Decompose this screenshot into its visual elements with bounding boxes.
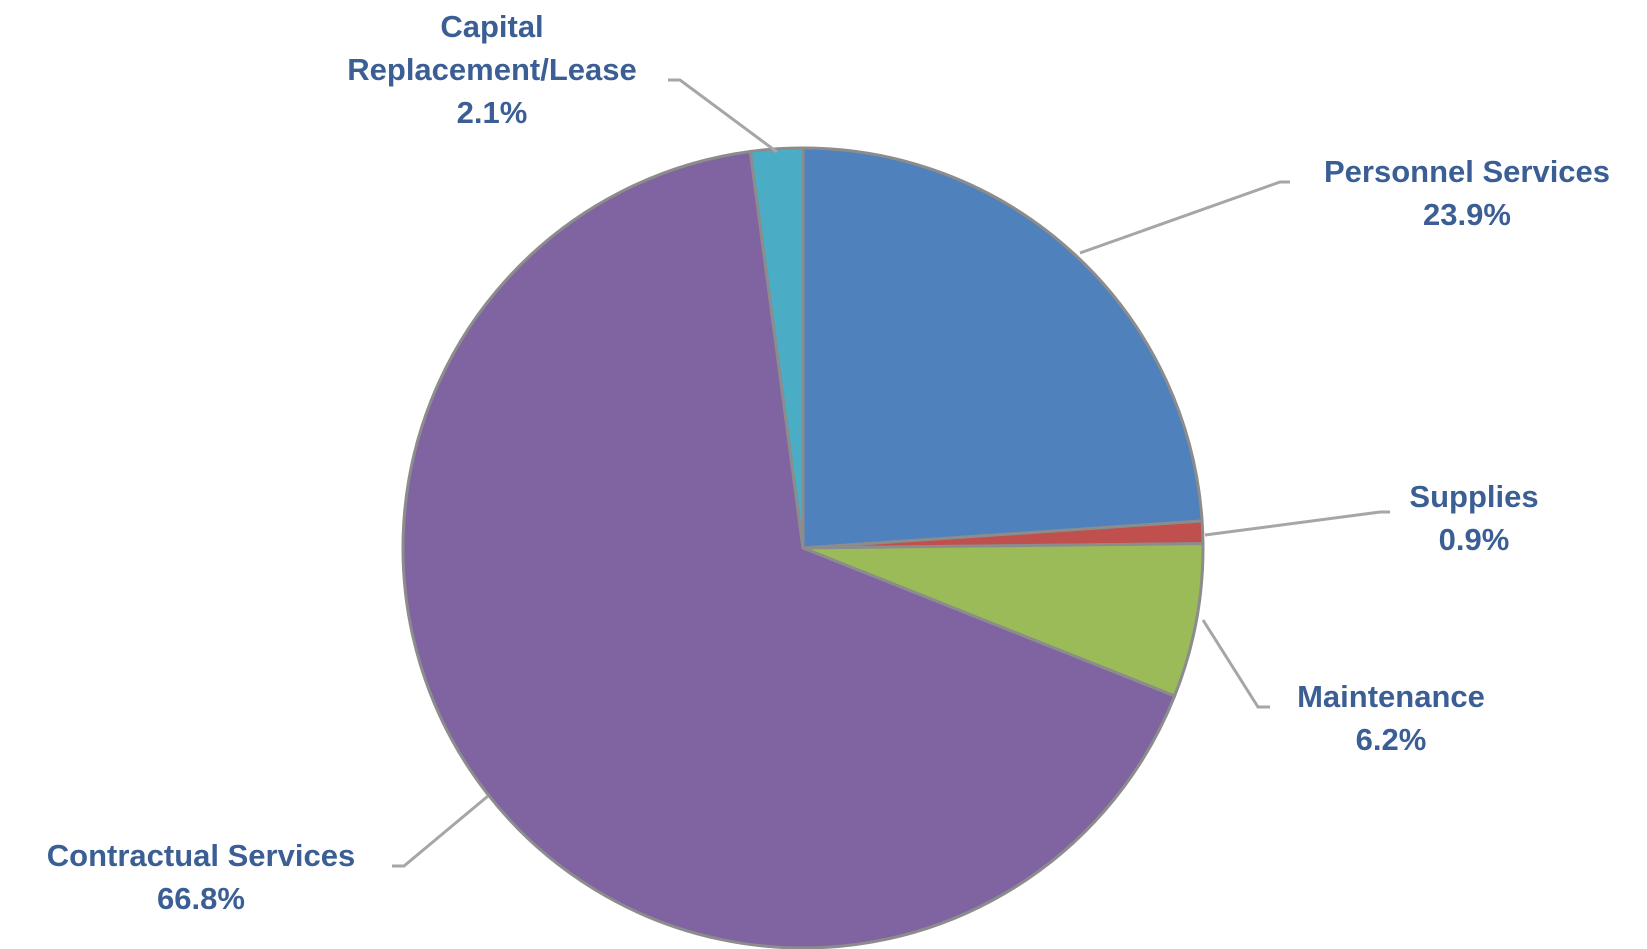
pie-slice-personnel-services <box>801 146 1204 550</box>
pie-slices <box>401 146 1205 949</box>
leader-lines <box>392 78 1390 868</box>
slice-name-label: Capital <box>440 9 543 44</box>
slice-label-capital-replacement-lease: Capital Replacement/Lease 2.1% <box>347 9 636 130</box>
slice-value-label: 2.1% <box>457 95 528 130</box>
pie-slice-contractual-services <box>401 149 1177 949</box>
slice-name-label: Replacement/Lease <box>347 52 636 87</box>
slice-value-label: 66.8% <box>157 881 245 916</box>
slice-labels: Personnel Services 23.9% Supplies 0.9% Maint… <box>47 9 1610 916</box>
slice-name-label: Personnel Services <box>1324 154 1610 189</box>
slice-value-label: 0.9% <box>1439 522 1510 557</box>
slice-label-contractual-services: Contractual Services 66.8% <box>47 838 355 916</box>
pie-slice-maintenance <box>801 542 1205 698</box>
slice-label-supplies: Supplies 0.9% <box>1409 479 1538 557</box>
leader-line-supplies <box>1204 510 1390 537</box>
slice-label-maintenance: Maintenance 6.2% <box>1297 679 1485 757</box>
slice-label-personnel-services: Personnel Services 23.9% <box>1324 154 1610 232</box>
slice-value-label: 23.9% <box>1423 197 1511 232</box>
leader-line-personnel-services <box>1079 180 1290 255</box>
pie-slice-capital-replacement-lease <box>748 146 805 550</box>
slice-value-label: 6.2% <box>1356 722 1427 757</box>
slice-name-label: Maintenance <box>1297 679 1485 714</box>
slice-name-label: Contractual Services <box>47 838 355 873</box>
leader-line-capital-replacement-lease <box>668 78 778 154</box>
slice-name-label: Supplies <box>1409 479 1538 514</box>
leader-line-maintenance <box>1201 619 1270 709</box>
leader-line-contractual-services <box>392 794 489 868</box>
